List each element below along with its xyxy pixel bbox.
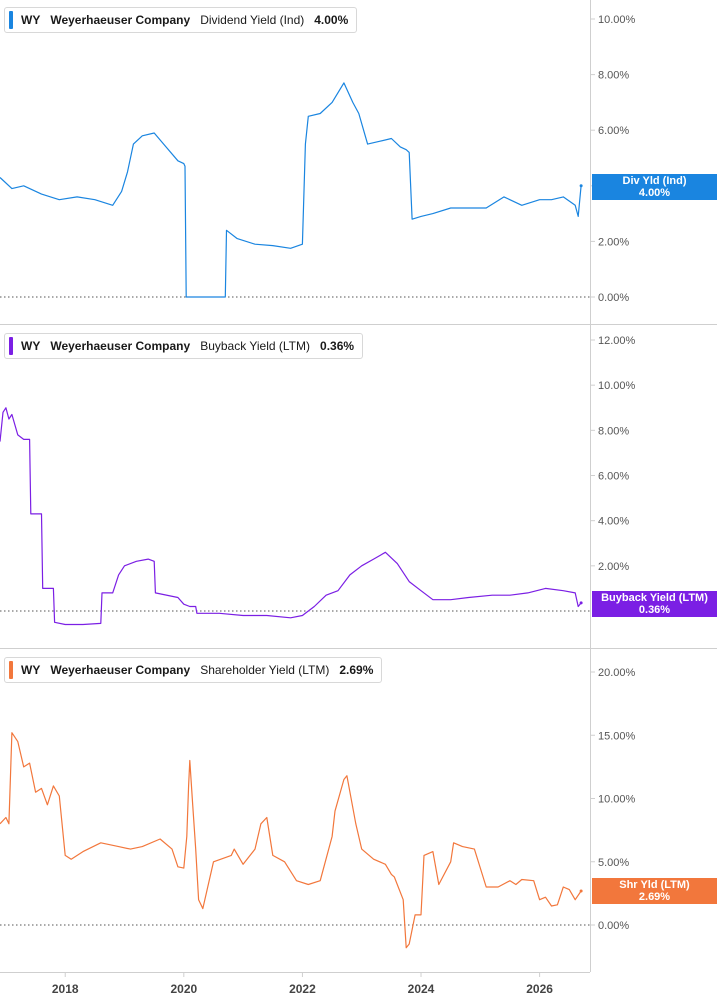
tag-label: Shr Yld (LTM)	[619, 879, 690, 891]
tag-label: Buyback Yield (LTM)	[601, 592, 708, 604]
y-tick-label: 20.00%	[598, 667, 636, 679]
legend-metric: Shareholder Yield (LTM)	[200, 663, 330, 677]
x-tick-label: 2026	[526, 982, 553, 996]
y-tick-label: 2.00%	[598, 236, 629, 248]
x-tick-label: 2020	[170, 982, 197, 996]
x-tick-label: 2018	[52, 982, 79, 996]
series-line	[0, 82, 582, 298]
series-line	[0, 407, 582, 626]
legend-buyback-yield: WY Weyerhaeuser Company Buyback Yield (L…	[4, 333, 364, 359]
last-value-tag-dividend: Div Yld (Ind) 4.00%	[592, 174, 717, 200]
tag-value: 4.00%	[638, 187, 671, 199]
y-tick-label: 10.00%	[598, 380, 636, 392]
y-tick-label: 6.00%	[598, 471, 629, 483]
last-point	[579, 889, 583, 893]
y-tick-label: 12.00%	[598, 335, 636, 347]
tag-label: Div Yld (Ind)	[622, 175, 687, 187]
x-tick-label: 2024	[408, 982, 435, 996]
legend-swatch	[9, 661, 13, 679]
y-tick-label: 10.00%	[598, 14, 636, 26]
legend-company: Weyerhaeuser Company	[50, 13, 191, 27]
series-line	[0, 732, 582, 949]
legend-shareholder-yield: WY Weyerhaeuser Company Shareholder Yiel…	[4, 657, 383, 683]
legend-metric: Buyback Yield (LTM)	[200, 339, 311, 353]
legend-swatch	[9, 337, 13, 355]
y-tick-label: 15.00%	[598, 730, 636, 742]
y-tick-label: 8.00%	[598, 425, 629, 437]
legend-metric: Dividend Yield (Ind)	[200, 13, 305, 27]
last-value-tag-shareholder: Shr Yld (LTM) 2.69%	[592, 878, 717, 904]
last-point	[579, 601, 583, 605]
tag-value: 2.69%	[638, 891, 671, 903]
y-tick-label: 2.00%	[598, 561, 629, 573]
legend-swatch	[9, 11, 13, 29]
legend-value: 2.69%	[339, 663, 374, 677]
y-tick-label: 8.00%	[598, 70, 629, 82]
legend-ticker: WY	[21, 339, 41, 353]
legend-value: 0.36%	[320, 339, 355, 353]
last-value-tag-buyback: Buyback Yield (LTM) 0.36%	[592, 591, 717, 617]
y-tick-label: 4.00%	[598, 516, 629, 528]
y-tick-label: 5.00%	[598, 857, 629, 869]
x-tick-label: 2022	[289, 982, 316, 996]
legend-value: 4.00%	[314, 13, 349, 27]
legend-ticker: WY	[21, 13, 41, 27]
legend-company: Weyerhaeuser Company	[50, 339, 191, 353]
last-point	[579, 184, 583, 188]
y-tick-label: 10.00%	[598, 794, 636, 806]
legend-company: Weyerhaeuser Company	[50, 663, 191, 677]
y-tick-label: 0.00%	[598, 292, 629, 304]
legend-dividend-yield: WY Weyerhaeuser Company Dividend Yield (…	[4, 7, 358, 33]
legend-ticker: WY	[21, 663, 41, 677]
y-tick-label: 6.00%	[598, 125, 629, 137]
tag-value: 0.36%	[638, 604, 671, 616]
y-tick-label: 0.00%	[598, 920, 629, 932]
